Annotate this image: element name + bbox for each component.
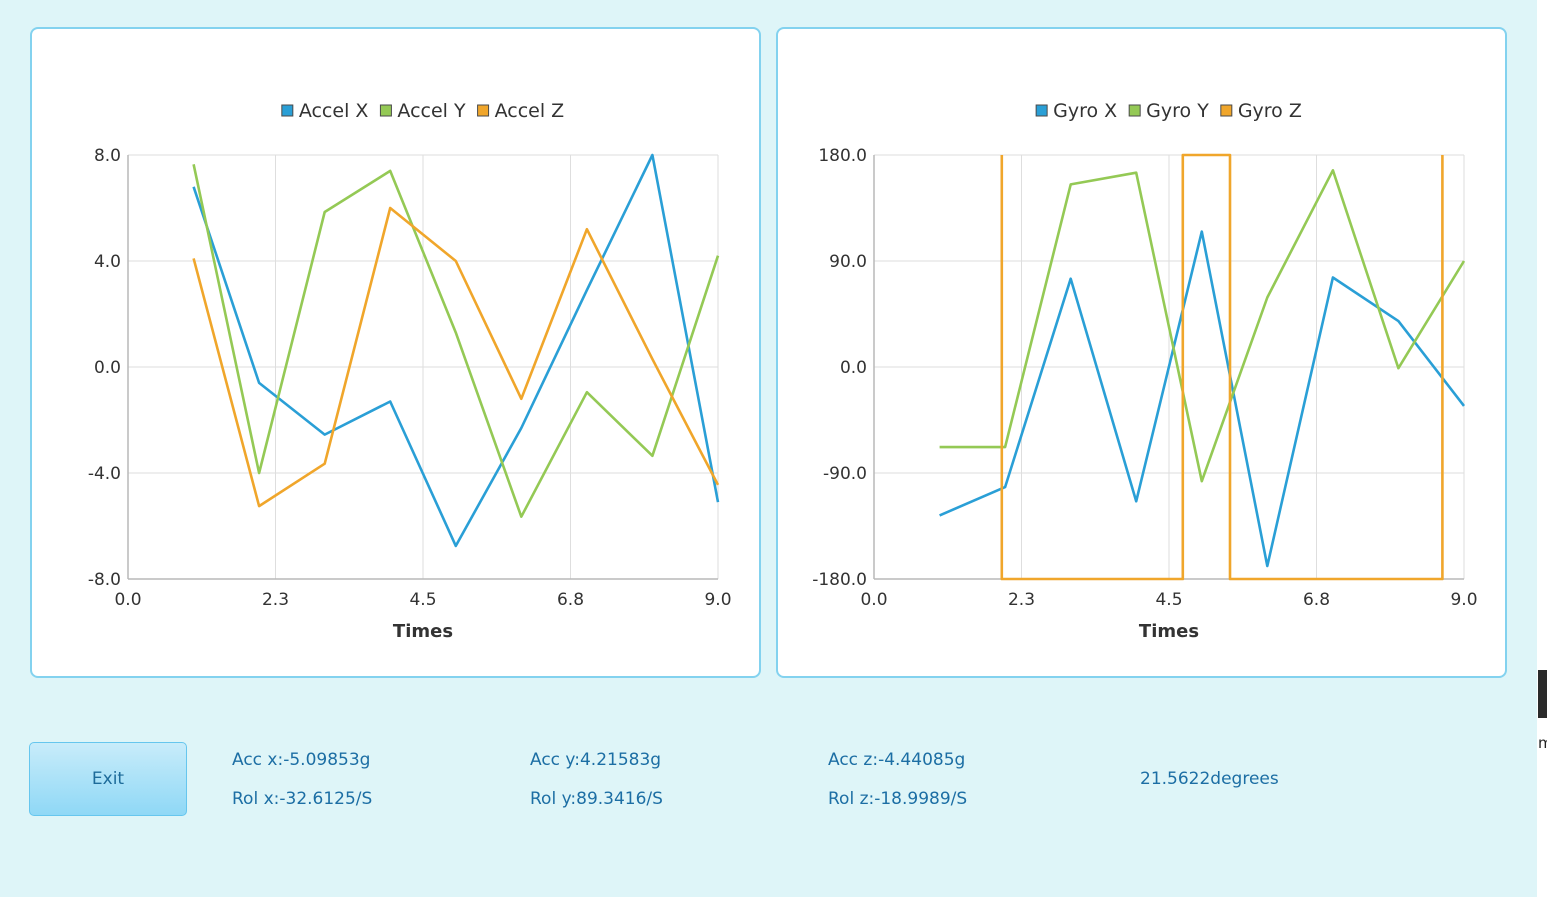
x-tick-label: 0.0 (114, 590, 141, 610)
x-tick-label: 6.8 (1303, 590, 1330, 610)
series-line (192, 153, 720, 548)
rol-x-readout: Rol x:-32.6125/S (232, 789, 373, 809)
legend-swatch (379, 104, 392, 117)
legend-swatch (1220, 104, 1233, 117)
y-tick-label: 8.0 (94, 146, 121, 166)
legend-label: Accel Y (397, 100, 466, 122)
legend-swatch (1035, 104, 1048, 117)
y-tick-label: 90.0 (829, 252, 867, 272)
legend-label: Accel Z (495, 100, 565, 122)
legend-swatch (477, 104, 490, 117)
series-line (192, 164, 720, 519)
y-tick-label: -4.0 (88, 464, 121, 484)
x-tick-label: 6.8 (557, 590, 584, 610)
x-tick-label: 4.5 (1155, 590, 1182, 610)
rol-z-readout: Rol z:-18.9989/S (828, 789, 968, 809)
background-window-scrollbar (1538, 670, 1547, 718)
exit-button[interactable]: Exit (29, 742, 187, 816)
chart-legend: Gyro X Gyro Y Gyro Z (1035, 100, 1302, 122)
x-tick-label: 2.3 (262, 590, 289, 610)
x-tick-label: 9.0 (704, 590, 731, 610)
acc-z-readout: Acc z:-4.44085g (828, 750, 966, 770)
legend-label: Gyro Y (1146, 100, 1209, 122)
y-tick-label: -8.0 (88, 570, 121, 590)
y-tick-label: 0.0 (840, 358, 867, 378)
legend-label: Gyro X (1053, 100, 1117, 122)
gyro-chart-panel: 180.0 90.0 0.0 -90.0 -180.0 0.0 2.3 4.5 6.8 9.0 Ti… (776, 27, 1507, 678)
y-tick-label: 0.0 (94, 358, 121, 378)
accel-chart: 8.04.00.0-4.0-8.00.0 2.3 4.5 6.8 9.0TimesAcc… (88, 100, 732, 642)
acc-x-readout: Acc x:-5.09853g (232, 750, 371, 770)
background-window-text: m (1538, 734, 1547, 752)
legend-swatch (281, 104, 294, 117)
y-tick-label: 4.0 (94, 252, 121, 272)
x-axis-title: Times (393, 621, 453, 642)
background-window-edge (1537, 0, 1547, 897)
legend-label: Gyro Z (1238, 100, 1302, 122)
x-tick-label: 2.3 (1008, 590, 1035, 610)
accel-chart-panel: 8.0 4.0 0.0 -4.0 -8.0 0.0 2.3 4.5 6.8 9.0 Times Acc… (30, 27, 761, 678)
x-tick-label: 0.0 (860, 590, 887, 610)
rol-y-readout: Rol y:89.3416/S (530, 789, 663, 809)
series-line (939, 230, 1466, 568)
y-tick-label: -180.0 (812, 570, 867, 590)
legend-label: Accel X (299, 100, 369, 122)
series-line (939, 169, 1466, 483)
acc-y-readout: Acc y:4.21583g (530, 750, 662, 770)
series-line (192, 206, 720, 508)
x-axis-title: Times (1139, 621, 1199, 642)
x-tick-label: 4.5 (409, 590, 436, 610)
angle-readout: 21.5622degrees (1140, 769, 1279, 789)
y-tick-label: 180.0 (818, 146, 867, 166)
x-tick-label: 9.0 (1450, 590, 1477, 610)
legend-swatch (1128, 104, 1141, 117)
chart-legend: Accel X Accel Y Accel Z (281, 100, 565, 122)
gyro-chart: 180.090.00.0-90.0-180.00.0 2.3 4.5 6.8 9.0Ti… (812, 100, 1477, 642)
series-line (1000, 153, 1444, 581)
y-tick-label: -90.0 (823, 464, 867, 484)
